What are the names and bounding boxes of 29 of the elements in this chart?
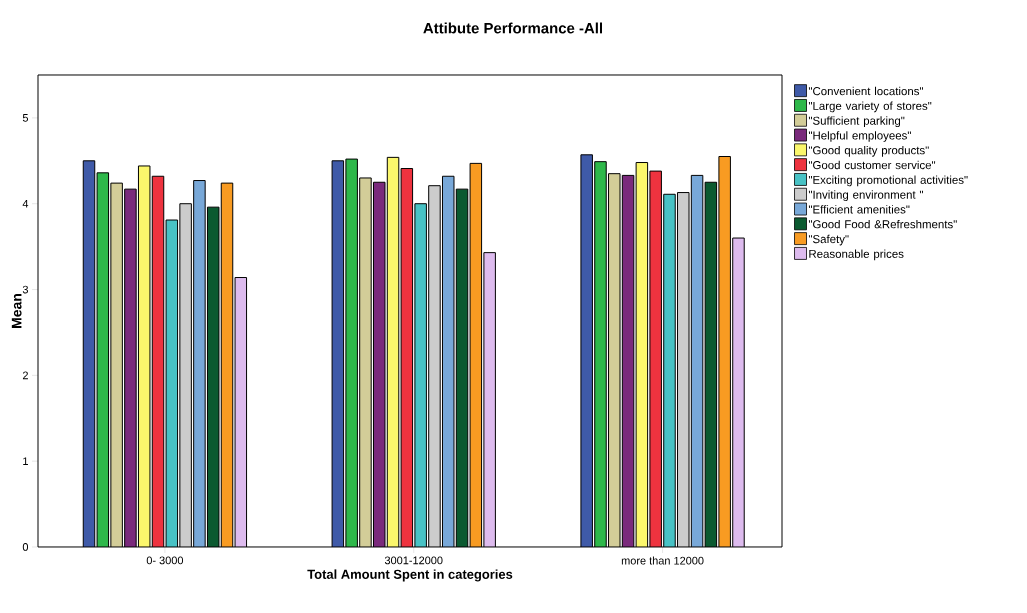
x-tick-label: 3001-12000: [384, 556, 443, 565]
legend-label: "Inviting environment ": [808, 190, 924, 202]
legend-label: "Efficient amenities": [808, 205, 910, 214]
legend-label: "Exciting promotional activities": [808, 175, 968, 187]
y-tick-label: 3: [22, 285, 28, 294]
x-axis-title: Total Amount Spent in categories: [307, 569, 513, 582]
legend-label: "Good customer service": [808, 160, 936, 170]
bar: [193, 180, 206, 547]
y-tick-label: 5: [22, 114, 29, 122]
bar: [594, 161, 607, 547]
legend-label: "Safety": [808, 234, 849, 246]
legend-label: "Large variety of stores": [808, 101, 932, 113]
bar: [732, 237, 745, 547]
x-tick-label: 0- 3000: [146, 556, 184, 565]
y-tick-label: 2: [22, 371, 28, 380]
x-tick-label: more than 12000: [621, 556, 704, 565]
legend-label: "Good quality products": [808, 145, 929, 157]
legend-label: Reasonable prices: [809, 249, 904, 261]
y-tick-label: 1: [23, 457, 28, 465]
chart-title: Attibute Performance -All: [423, 22, 603, 34]
y-tick-label: 0: [22, 543, 29, 551]
bar: [124, 188, 137, 547]
legend-label: "Good Food &Refreshments": [808, 219, 957, 229]
legend-label: "Sufficient parking": [808, 116, 905, 128]
legend-label: "Helpful employees": [808, 131, 911, 142]
legend-label: "Convenient locations": [808, 86, 924, 96]
y-tick-label: 4: [22, 199, 29, 208]
bar: [663, 193, 676, 547]
y-axis-title: Mean: [11, 294, 22, 328]
